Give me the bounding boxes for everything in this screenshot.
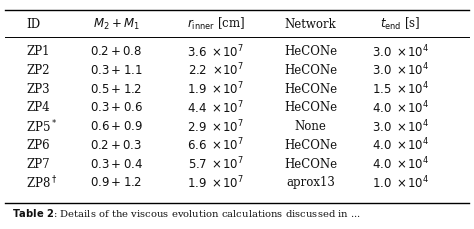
Text: $0.9 + 1.2$: $0.9 + 1.2$ (90, 177, 142, 189)
Text: ZP7: ZP7 (26, 158, 50, 171)
Text: HeCONe: HeCONe (284, 45, 337, 58)
Text: HeCONe: HeCONe (284, 158, 337, 171)
Text: $4.0\ \times\!10^4$: $4.0\ \times\!10^4$ (372, 137, 429, 154)
Text: ZP5$^*$: ZP5$^*$ (26, 118, 57, 135)
Text: ZP8$^\dagger$: ZP8$^\dagger$ (26, 175, 57, 191)
Text: $0.2 + 0.8$: $0.2 + 0.8$ (90, 45, 142, 58)
Text: ID: ID (26, 18, 40, 30)
Text: $5.7\ \times\!10^7$: $5.7\ \times\!10^7$ (188, 156, 244, 172)
Text: ZP2: ZP2 (26, 64, 50, 77)
Text: $t_\mathrm{end}$ [s]: $t_\mathrm{end}$ [s] (380, 16, 421, 32)
Text: $0.3 + 1.1$: $0.3 + 1.1$ (90, 64, 143, 77)
Text: $3.0\ \times\!10^4$: $3.0\ \times\!10^4$ (372, 62, 429, 79)
Text: $2.2\ \times\!10^7$: $2.2\ \times\!10^7$ (188, 62, 244, 79)
Text: $1.0\ \times\!10^4$: $1.0\ \times\!10^4$ (372, 175, 429, 191)
Text: $3.0\ \times\!10^4$: $3.0\ \times\!10^4$ (372, 43, 429, 60)
Text: aprox13: aprox13 (286, 177, 335, 189)
Text: $r_\mathrm{inner}$ [cm]: $r_\mathrm{inner}$ [cm] (187, 16, 245, 32)
Text: HeCONe: HeCONe (284, 101, 337, 114)
Text: $1.5\ \times\!10^4$: $1.5\ \times\!10^4$ (372, 81, 429, 97)
Text: HeCONe: HeCONe (284, 64, 337, 77)
Text: $4.0\ \times\!10^4$: $4.0\ \times\!10^4$ (372, 156, 429, 172)
Text: Network: Network (284, 18, 337, 30)
Text: $6.6\ \times\!10^7$: $6.6\ \times\!10^7$ (187, 137, 244, 154)
Text: ZP4: ZP4 (26, 101, 50, 114)
Text: None: None (294, 120, 327, 133)
Text: ZP1: ZP1 (26, 45, 50, 58)
Text: $\mathbf{Table\ 2}$: Details of the viscous evolution calculations discussed in : $\mathbf{Table\ 2}$: Details of the visc… (12, 207, 361, 218)
Text: $4.4\ \times\!10^7$: $4.4\ \times\!10^7$ (187, 100, 244, 116)
Text: ZP3: ZP3 (26, 83, 50, 95)
Text: $0.3 + 0.4$: $0.3 + 0.4$ (90, 158, 143, 171)
Text: $0.6 + 0.9$: $0.6 + 0.9$ (90, 120, 143, 133)
Text: $0.3 + 0.6$: $0.3 + 0.6$ (90, 101, 143, 114)
Text: $0.2 + 0.3$: $0.2 + 0.3$ (90, 139, 142, 152)
Text: $1.9\ \times\!10^7$: $1.9\ \times\!10^7$ (187, 175, 244, 191)
Text: $1.9\ \times\!10^7$: $1.9\ \times\!10^7$ (187, 81, 244, 97)
Text: $2.9\ \times\!10^7$: $2.9\ \times\!10^7$ (187, 118, 244, 135)
Text: HeCONe: HeCONe (284, 139, 337, 152)
Text: $3.0\ \times\!10^4$: $3.0\ \times\!10^4$ (372, 118, 429, 135)
Text: ZP6: ZP6 (26, 139, 50, 152)
Text: $0.5 + 1.2$: $0.5 + 1.2$ (90, 83, 142, 95)
Text: $M_2 + M_1$: $M_2 + M_1$ (93, 16, 139, 32)
Text: HeCONe: HeCONe (284, 83, 337, 95)
Text: $3.6\ \times\!10^7$: $3.6\ \times\!10^7$ (187, 43, 244, 60)
Text: $4.0\ \times\!10^4$: $4.0\ \times\!10^4$ (372, 100, 429, 116)
